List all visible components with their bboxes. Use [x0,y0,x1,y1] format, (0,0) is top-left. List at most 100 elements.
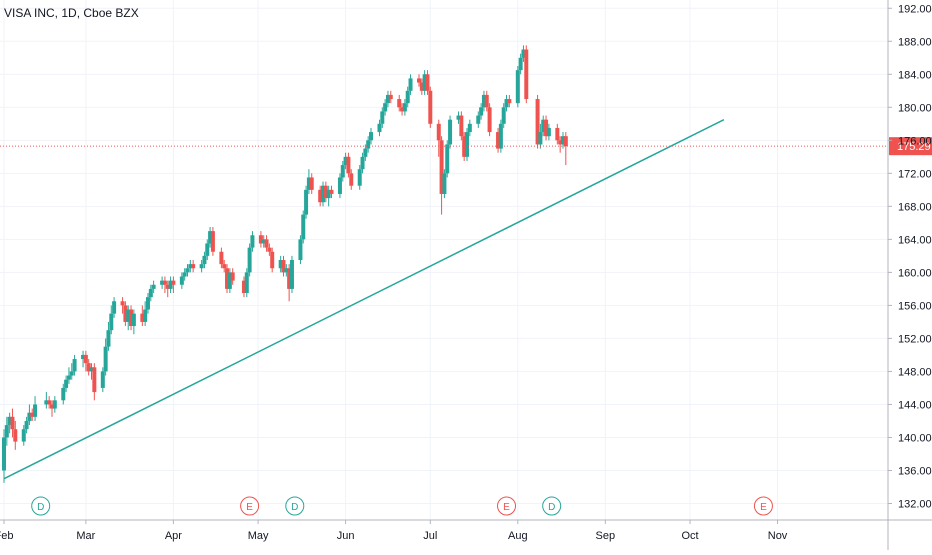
candle-body [210,231,215,252]
candle [261,235,266,248]
candle-body [385,94,390,104]
candle [182,268,187,281]
candle [270,247,275,273]
candle-body [377,123,382,133]
candle [546,123,551,141]
candle-body [44,400,49,405]
candle-body [496,132,501,149]
candle [538,123,543,149]
y-tick-label: 144.00 [898,399,932,411]
candle [289,255,294,294]
candle [100,367,105,393]
candle-body [185,268,190,273]
candle [219,247,224,269]
candle [428,86,433,128]
candle [123,301,128,327]
candle-body [171,280,176,285]
candle-body [515,70,520,104]
candle-body [66,375,71,380]
candle-body [439,140,444,194]
candle-body [476,115,481,124]
candle-body [405,90,410,104]
candle [357,165,362,190]
candle [318,185,323,207]
candle-body [366,140,371,149]
candle [185,264,190,277]
candle [52,396,57,413]
candle-body [329,189,334,194]
candle [241,276,246,298]
candle-body [289,260,294,289]
candle [284,264,289,277]
candle [400,103,405,116]
candle-body [462,136,467,157]
candle [349,169,354,190]
candle [227,268,232,294]
candle [448,115,453,149]
candle [377,119,382,137]
candle [129,305,134,331]
earnings-marker: E [753,496,773,516]
candle-body [487,107,492,133]
x-tick-label: Sep [596,530,616,542]
candle [369,127,374,145]
candle [148,284,153,302]
candle-body [165,284,170,289]
candle [278,255,283,273]
candle-body [323,185,328,199]
candle-body [560,136,565,145]
candle [462,132,467,161]
candle [208,226,213,248]
candle [558,136,563,153]
candle [496,127,501,153]
candle [301,210,306,244]
candle [464,127,469,161]
candle-body [230,272,235,281]
y-tick-label: 156.00 [898,300,932,312]
candle [21,425,26,446]
event-letter: E [246,502,253,513]
candle [329,185,334,199]
candle-body [103,346,108,372]
candle [44,392,49,409]
x-tick-label: May [248,530,269,542]
candle [439,136,444,215]
candle-body [363,148,368,157]
candle-body [24,420,29,430]
candle-body [106,330,111,347]
candle [456,111,461,124]
y-tick-label: 172.00 [898,168,932,180]
candle-body [481,94,486,108]
candle-body [346,156,351,174]
candle [397,94,402,112]
y-tick-label: 184.00 [898,69,932,81]
y-tick-label: 180.00 [898,102,932,114]
candle-body [205,243,210,256]
y-tick-label: 160.00 [898,267,932,279]
x-tick-label: Nov [768,530,788,542]
candle [360,152,365,174]
candle-body [143,309,148,322]
candle-body [436,123,441,141]
candle [346,152,351,178]
candle [191,260,196,273]
candle [202,251,207,269]
candle [47,396,52,409]
candle [165,280,170,298]
candle-body [408,78,413,91]
chart-title: VISA INC, 1D, Cboe BZX [4,6,139,20]
candle [306,169,311,194]
candle [535,94,540,149]
y-tick-label: 168.00 [898,201,932,213]
candle-body [30,412,35,417]
candle-body [369,132,374,141]
candle-body [397,99,402,108]
candle [230,268,235,285]
candle [10,408,15,438]
candle [326,185,331,207]
candle [481,90,486,112]
candle [69,363,74,380]
candle-body [558,140,563,145]
candle-body [244,272,249,294]
